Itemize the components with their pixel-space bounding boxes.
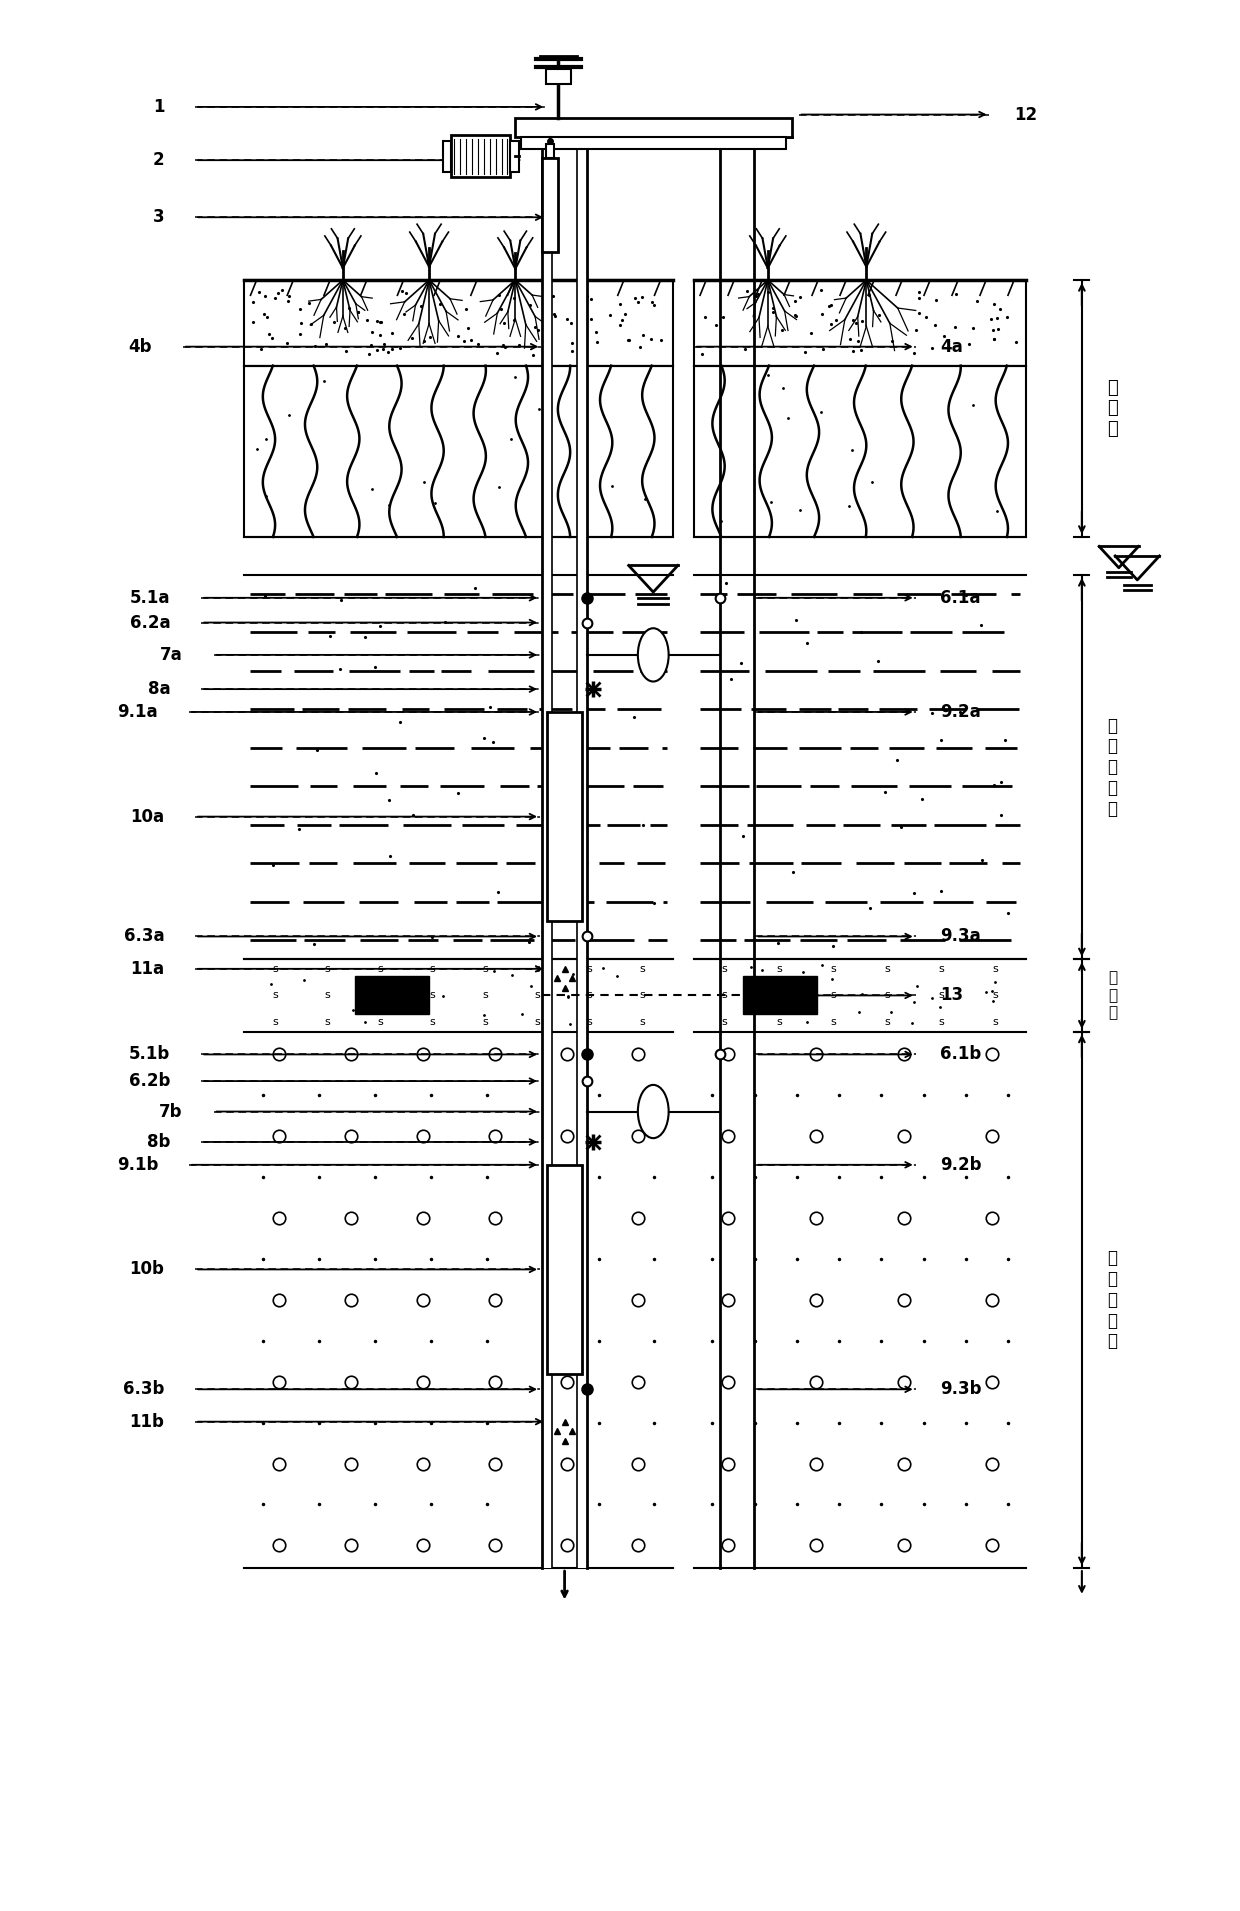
- Text: 10b: 10b: [129, 1261, 164, 1278]
- Text: 1: 1: [153, 97, 164, 117]
- Text: 6.3a: 6.3a: [124, 927, 164, 946]
- Text: s: s: [429, 963, 435, 975]
- Bar: [511, 141, 520, 172]
- Text: 5.1a: 5.1a: [130, 589, 170, 608]
- Text: 8b: 8b: [148, 1133, 170, 1150]
- Bar: [743, 977, 817, 1015]
- Text: 9.3b: 9.3b: [940, 1380, 982, 1399]
- Bar: [694, 281, 1027, 365]
- Text: 12: 12: [1014, 105, 1037, 124]
- Bar: [244, 281, 673, 365]
- Text: 8a: 8a: [148, 680, 170, 698]
- Text: s: s: [377, 1017, 383, 1026]
- Text: s: s: [587, 990, 593, 1001]
- Text: s: s: [884, 1017, 890, 1026]
- Bar: [694, 365, 1027, 537]
- Text: 6.1b: 6.1b: [940, 1045, 982, 1063]
- Text: s: s: [993, 963, 998, 975]
- Text: 7a: 7a: [160, 646, 182, 663]
- Text: 11a: 11a: [130, 959, 164, 978]
- Text: s: s: [776, 1017, 781, 1026]
- Text: 6.2b: 6.2b: [129, 1072, 170, 1089]
- Text: s: s: [482, 990, 487, 1001]
- Text: 6.2a: 6.2a: [130, 613, 170, 631]
- Text: 第
二
含
水
层: 第 二 含 水 层: [1107, 1250, 1117, 1351]
- Text: 第
一
含
水
层: 第 一 含 水 层: [1107, 717, 1117, 818]
- Text: s: s: [273, 990, 278, 1001]
- Text: s: s: [534, 963, 541, 975]
- Text: s: s: [993, 1017, 998, 1026]
- Bar: [546, 69, 570, 84]
- Text: 包
气
带: 包 气 带: [1107, 378, 1118, 438]
- Text: s: s: [722, 990, 728, 1001]
- Text: s: s: [831, 963, 836, 975]
- Bar: [542, 159, 558, 252]
- Text: s: s: [776, 990, 781, 1001]
- Text: s: s: [939, 963, 945, 975]
- Text: s: s: [377, 963, 383, 975]
- Bar: [542, 138, 552, 1569]
- Text: 13: 13: [940, 986, 963, 1005]
- Bar: [244, 365, 673, 537]
- Text: s: s: [939, 990, 945, 1001]
- Text: s: s: [640, 990, 645, 1001]
- Text: s: s: [640, 1017, 645, 1026]
- Text: s: s: [884, 990, 890, 1001]
- Text: 4a: 4a: [940, 338, 963, 355]
- Text: 10a: 10a: [130, 808, 164, 826]
- Text: 5.1b: 5.1b: [129, 1045, 170, 1063]
- Text: 隔
水
层: 隔 水 层: [1109, 971, 1117, 1020]
- Text: 9.1a: 9.1a: [118, 703, 159, 720]
- Text: 9.2b: 9.2b: [940, 1156, 982, 1173]
- Text: s: s: [429, 990, 435, 1001]
- Text: 4b: 4b: [129, 338, 153, 355]
- Bar: [546, 145, 554, 159]
- Text: s: s: [273, 963, 278, 975]
- Bar: [355, 977, 429, 1015]
- Text: 6.1a: 6.1a: [940, 589, 981, 608]
- Text: s: s: [429, 1017, 435, 1026]
- Bar: [522, 138, 786, 149]
- Bar: [547, 713, 582, 921]
- Bar: [451, 136, 511, 178]
- Text: s: s: [831, 990, 836, 1001]
- Text: 6.3b: 6.3b: [123, 1380, 164, 1399]
- Text: 11b: 11b: [129, 1412, 164, 1431]
- Text: s: s: [640, 963, 645, 975]
- Text: s: s: [587, 1017, 593, 1026]
- Text: 3: 3: [153, 208, 164, 225]
- Bar: [577, 138, 587, 1569]
- Bar: [443, 141, 451, 172]
- Ellipse shape: [637, 1085, 668, 1139]
- Text: s: s: [776, 963, 781, 975]
- Ellipse shape: [637, 629, 668, 682]
- Text: s: s: [325, 1017, 330, 1026]
- Text: s: s: [482, 1017, 487, 1026]
- Text: s: s: [377, 990, 383, 1001]
- Bar: [547, 1166, 582, 1374]
- Text: s: s: [325, 990, 330, 1001]
- Text: s: s: [831, 1017, 836, 1026]
- Text: s: s: [482, 963, 487, 975]
- Text: s: s: [325, 963, 330, 975]
- Text: 9.2a: 9.2a: [940, 703, 981, 720]
- Text: s: s: [722, 1017, 728, 1026]
- Text: s: s: [534, 990, 541, 1001]
- Text: s: s: [939, 1017, 945, 1026]
- Text: s: s: [884, 963, 890, 975]
- Bar: [516, 118, 792, 138]
- Text: s: s: [722, 963, 728, 975]
- Text: 7b: 7b: [159, 1103, 182, 1120]
- Text: s: s: [993, 990, 998, 1001]
- Text: s: s: [534, 1017, 541, 1026]
- Text: 2: 2: [153, 151, 164, 170]
- Text: 9.1b: 9.1b: [117, 1156, 159, 1173]
- Text: s: s: [273, 1017, 278, 1026]
- Text: s: s: [587, 963, 593, 975]
- Text: 9.3a: 9.3a: [940, 927, 981, 946]
